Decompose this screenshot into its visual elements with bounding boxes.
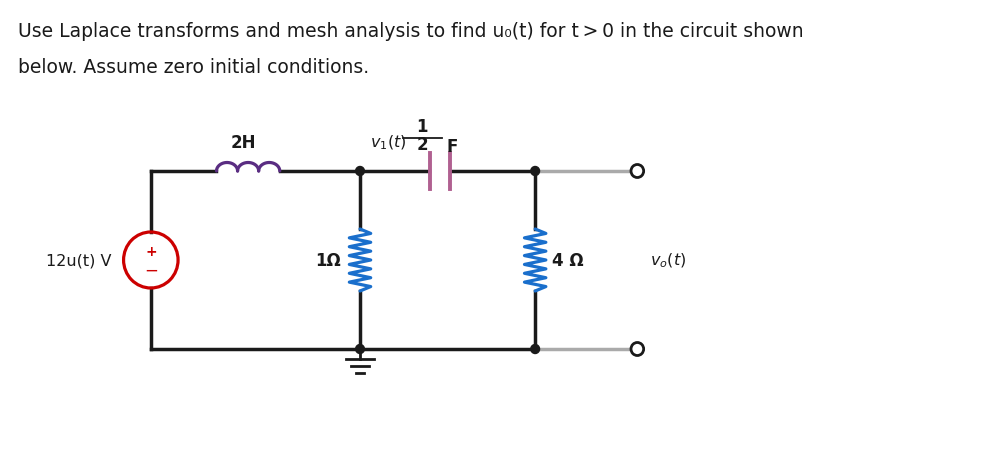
Text: 12u(t) V: 12u(t) V: [47, 253, 112, 268]
Text: 2: 2: [417, 136, 428, 154]
Text: Use Laplace transforms and mesh analysis to find u₀(t) for t > 0 in the circuit : Use Laplace transforms and mesh analysis…: [18, 22, 804, 41]
Text: −: −: [144, 262, 158, 280]
Circle shape: [356, 345, 364, 354]
Circle shape: [631, 165, 644, 178]
Circle shape: [356, 167, 364, 176]
Text: 2H: 2H: [230, 134, 256, 151]
Text: below. Assume zero initial conditions.: below. Assume zero initial conditions.: [18, 58, 369, 77]
Text: $v_1(t)$: $v_1(t)$: [370, 133, 406, 151]
Text: +: +: [145, 245, 157, 258]
Text: 4 Ω: 4 Ω: [551, 252, 583, 269]
Circle shape: [530, 345, 539, 354]
Circle shape: [530, 167, 539, 176]
Text: $v_o(t)$: $v_o(t)$: [650, 251, 686, 269]
Text: 1: 1: [417, 118, 428, 136]
Circle shape: [631, 343, 644, 356]
Text: F: F: [447, 138, 458, 156]
Text: 1Ω: 1Ω: [315, 252, 341, 269]
